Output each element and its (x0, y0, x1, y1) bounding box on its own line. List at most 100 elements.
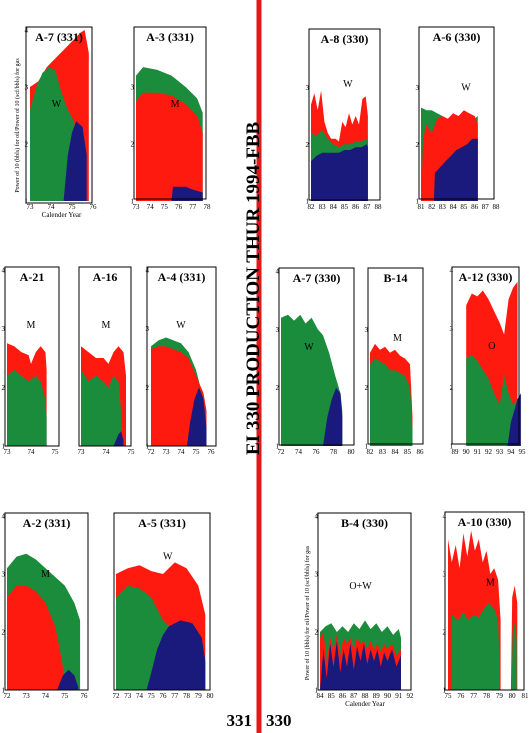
xtick-a4-331-72: 72 (148, 448, 156, 456)
ytick-a3-331-3: 3 (131, 84, 135, 92)
xtick-a2-331-75: 75 (61, 692, 69, 700)
ytick-b14-1: 1 (365, 443, 369, 451)
title-a21: A-21 (20, 270, 45, 284)
zone-label-b4-330: O+W (349, 581, 372, 592)
block-label-331: 331 (227, 711, 253, 730)
xtick-b14-82: 82 (367, 448, 375, 456)
ytick-a10-330-1: 1 (443, 687, 447, 695)
xtick-a16-73: 73 (78, 448, 86, 456)
frame-a2-331 (4, 512, 89, 691)
chart-panels: A-7 (331) W 1 2 3 4 73 74 75 76 Power of 10 (bbls)… (2, 26, 529, 708)
title-a5-331: A-5 (331) (138, 516, 186, 530)
xtick-a10-330-76: 76 (457, 692, 465, 700)
xtick-a6-330-87: 87 (482, 203, 490, 211)
xtick-a5-331-72: 72 (113, 692, 121, 700)
xtick-a3-331-75: 75 (161, 203, 169, 211)
xtick-a21-74: 74 (28, 448, 36, 456)
xtick-b4-330-91: 91 (395, 692, 403, 700)
xtick-a5-331-78: 78 (183, 692, 191, 700)
chart-a8-330: A-8 (330) W 1 2 3 82 83 84 85 86 87 88 (306, 28, 383, 211)
xtick-a21-73: 73 (4, 448, 12, 456)
zone-label-a10-330: M (486, 578, 495, 589)
xtick-a5-331-75: 75 (148, 692, 156, 700)
chart-a4-331: A-4 (331) W 1 2 3 4 72 73 74 75 76 (146, 266, 217, 456)
xtick-a16-74: 74 (103, 448, 111, 456)
ylabel-b4-330: Power of 10 (bbls) for oil/Power of 10 (… (304, 545, 311, 680)
xtick-a12-330-90: 90 (463, 448, 471, 456)
ytick-a21-3: 3 (2, 325, 6, 333)
zone-label-a3-331: M (171, 99, 180, 110)
xtick-a10-330-78: 78 (483, 692, 491, 700)
ytick-a7-330-3: 3 (276, 326, 280, 334)
ytick-a3-331-2: 2 (131, 141, 135, 149)
xtick-a7-330-76: 76 (313, 448, 321, 456)
frame-a8-330 (308, 28, 381, 201)
chart-a2-331: A-2 (331) M 1 2 3 4 72 73 74 75 76 (2, 512, 89, 700)
block-label-330: 330 (266, 711, 292, 730)
xtick-a7-330-74: 74 (295, 448, 303, 456)
zone-label-a4-331: W (176, 320, 186, 331)
ytick-a21-2: 2 (2, 384, 6, 392)
main-title: EI 330 PRODUCTION THUR 1994-FBB (243, 121, 264, 455)
ylabel-a7-331: Power of 10 (bbls) for oil/Power of 10 (… (14, 58, 21, 193)
chart-a7-331: A-7 (331) W 1 2 3 4 73 74 75 76 Power of 10 (bbls)… (14, 26, 98, 219)
area-green-a7-330-0 (281, 314, 343, 446)
xlabel-b4-330: Calender Year (345, 700, 385, 708)
ytick-a12-330-2: 2 (450, 384, 454, 392)
xtick-a2-331-74: 74 (42, 692, 50, 700)
title-b4-330: B-4 (330) (341, 516, 388, 530)
title-a8-330: A-8 (330) (321, 32, 369, 46)
ytick-b4-330-3: 3 (315, 571, 319, 579)
frame-b4-330 (317, 512, 412, 691)
frame-a21 (4, 266, 60, 447)
ytick-a8-330-2: 2 (306, 141, 310, 149)
xtick-b14-86: 86 (417, 448, 425, 456)
xtick-a2-331-73: 73 (23, 692, 31, 700)
ytick-a10-330-4: 4 (443, 513, 447, 521)
ytick-a7-330-2: 2 (276, 384, 280, 392)
xtick-a6-330-88: 88 (493, 203, 501, 211)
ytick-a8-330-3: 3 (306, 84, 310, 92)
chart-a7-330: A-7 (330) W 1 2 3 4 72 74 76 78 80 (276, 267, 355, 456)
zone-label-b14: M (393, 333, 402, 344)
xtick-a5-331-73: 73 (124, 692, 132, 700)
xtick-a6-330-81: 81 (418, 203, 426, 211)
zone-label-a8-330: W (343, 79, 353, 90)
xtick-a12-330-92: 92 (485, 448, 493, 456)
frame-a16 (78, 266, 132, 447)
xtick-a5-331-76: 76 (160, 692, 168, 700)
ytick-a6-330-1: 1 (416, 198, 420, 206)
xtick-b14-85: 85 (404, 448, 412, 456)
xtick-a7-330-78: 78 (330, 448, 338, 456)
xtick-a6-330-84: 84 (450, 203, 458, 211)
xtick-a4-331-76: 76 (208, 448, 216, 456)
area-green-a16-1 (81, 369, 121, 446)
xtick-b4-330-89: 89 (373, 692, 381, 700)
zone-label-a21: M (27, 320, 36, 331)
xtick-a8-330-82: 82 (308, 203, 316, 211)
chart-a21: A-21 M 1 2 3 4 73 74 75 (2, 266, 60, 456)
ytick-a4-331-1: 1 (146, 443, 150, 451)
zone-label-a7-330: W (304, 342, 314, 353)
area-blue-b4-330-2 (320, 640, 401, 690)
frame-a3-331 (133, 26, 207, 200)
xtick-a7-331-76: 76 (90, 203, 98, 211)
title-a10-330: A-10 (330) (458, 515, 512, 529)
chart-a12-330: A-12 (330) O 1 2 3 4 89 90 91 92 93 94 95 (450, 266, 526, 456)
xtick-a8-330-85: 85 (341, 203, 349, 211)
chart-a10-330: A-10 (330) M 1 2 3 4 75 76 77 78 79 80 81 (443, 511, 529, 700)
xtick-a6-330-85: 85 (460, 203, 468, 211)
xtick-a2-331-72: 72 (4, 692, 12, 700)
xtick-b4-330-88: 88 (362, 692, 370, 700)
zone-label-a16: M (102, 320, 111, 331)
xtick-a6-330-86: 86 (471, 203, 479, 211)
frame-a7-331 (25, 26, 93, 204)
xtick-a8-330-88: 88 (375, 203, 383, 211)
zone-label-a5-331: W (163, 552, 173, 563)
xtick-b4-330-85: 85 (328, 692, 336, 700)
chart-b4-330: B-4 (330) O+W 1 2 3 4 84 85 86 87 88 89 90 91 92 Power … (304, 512, 414, 708)
xtick-a3-331-77: 77 (189, 203, 197, 211)
xtick-a12-330-91: 91 (474, 448, 482, 456)
ytick-a6-330-3: 3 (416, 84, 420, 92)
